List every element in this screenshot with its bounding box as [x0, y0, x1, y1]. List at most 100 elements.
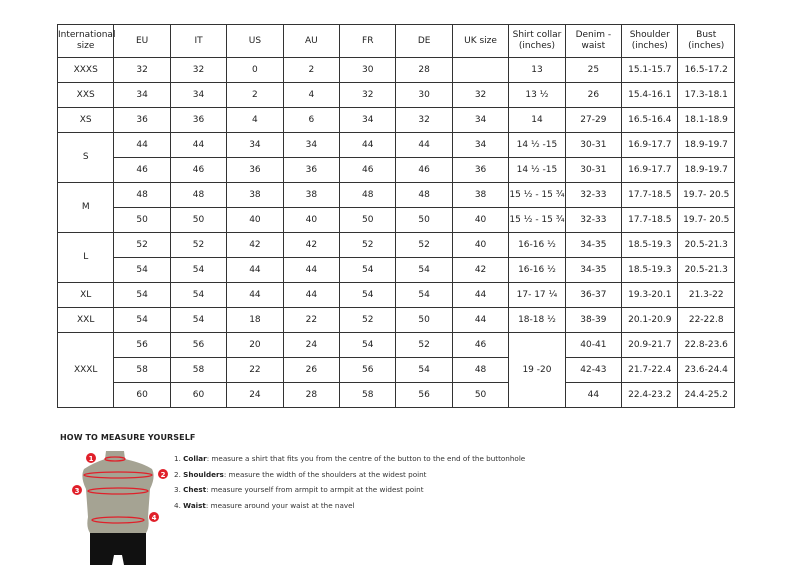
table-cell: 18.5-19.3 [621, 232, 679, 258]
table-cell: 36 [169, 107, 228, 133]
table-cell: 32 [395, 107, 453, 133]
table-cell: 16.9-17.7 [621, 157, 679, 183]
table-cell: 16.9-17.7 [621, 132, 679, 158]
table-cell: 58 [339, 382, 397, 408]
table-cell: 52 [395, 332, 453, 358]
table-cell: 50 [339, 207, 397, 233]
table-row: XXXS 32 32 0 2 30 28 13 25 15.1-15.7 16.5-17.2 [56, 57, 735, 83]
column-header: US [226, 24, 284, 58]
step-shoulders: 2. Shoulders: measure the width of the s… [174, 469, 427, 479]
table-cell: 60 [113, 382, 171, 408]
column-header: International size [56, 24, 115, 58]
table-cell: 58 [113, 357, 171, 383]
table-row: XXS 34 34 2 4 32 30 32 13 ½ 26 15.4-16.1 17.3-18.1 [56, 82, 735, 108]
table-cell: 13 [508, 57, 566, 83]
table-cell: 54 [339, 332, 397, 358]
table-row: 50 50 40 40 50 50 40 15 ½ - 15 ¾ 32-33 17.7-18.5 1… [58, 207, 735, 233]
table-cell: 38 [282, 182, 341, 208]
svg-text:2: 2 [161, 471, 166, 479]
table-cell: 44 [226, 282, 284, 308]
table-cell: 54 [113, 282, 171, 308]
table-cell: 46 [395, 157, 453, 183]
table-cell: 19.7- 20.5 [677, 182, 735, 208]
table-cell: 20.5-21.3 [677, 257, 735, 283]
size-cell: L [56, 232, 115, 283]
size-cell: XXS [56, 82, 115, 108]
table-row: XXL 54 54 18 22 52 50 44 18-18 ½ 38-39 20.1-20.9 22… [56, 307, 735, 333]
table-cell: 56 [395, 382, 453, 408]
table-row: 58 58 22 26 56 54 48 42-43 21.7-22.4 23.6-24.4 [58, 357, 735, 383]
table-cell: 46 [113, 157, 171, 183]
table-cell: 18 [226, 307, 284, 333]
table-cell: 30-31 [564, 132, 623, 158]
marker-2: 2 [158, 469, 168, 479]
size-cell: M [56, 182, 115, 233]
torso-shape [82, 451, 154, 533]
table-cell: 50 [395, 307, 453, 333]
measure-lines [83, 456, 153, 524]
size-cell: XXL [56, 307, 115, 333]
column-header: Shoulder (inches) [621, 24, 679, 58]
table-cell: 34-35 [564, 232, 623, 258]
table-cell: 50 [169, 207, 228, 233]
table-cell: 54 [169, 282, 228, 308]
table-cell: 56 [169, 332, 228, 358]
table-cell: 22-22.8 [677, 307, 735, 333]
table-cell: 36 [451, 157, 510, 183]
table-cell: 52 [339, 232, 397, 258]
marker-1: 1 [86, 453, 96, 463]
table-cell: 19.7- 20.5 [677, 207, 735, 233]
table-cell: 16-16 ½ [508, 232, 566, 258]
table-cell: 36 [282, 157, 341, 183]
table-cell: 48 [395, 182, 453, 208]
column-header: Shirt collar (inches) [508, 24, 566, 58]
column-header: UK size [451, 24, 510, 58]
size-cell: S [56, 132, 115, 183]
column-header: DE [395, 24, 453, 58]
table-cell: 24 [282, 332, 341, 358]
column-header: IT [169, 24, 228, 58]
table-cell: 38-39 [564, 307, 623, 333]
table-cell: 32 [339, 82, 397, 108]
column-header: Bust (inches) [677, 24, 735, 58]
table-cell: 44 [282, 282, 341, 308]
table-cell: 20 [226, 332, 284, 358]
table-cell: 54 [113, 257, 171, 283]
table-cell: 17.7-18.5 [621, 207, 679, 233]
table-cell: 32 [451, 82, 510, 108]
table-cell: 42 [451, 257, 510, 283]
table-cell: 15.1-15.7 [621, 57, 679, 83]
table-row: XL 54 54 44 44 54 54 44 17- 17 ¼ 36-37 19.3-20.1 21… [56, 282, 735, 308]
table-cell: 14 ½ -15 [508, 132, 566, 158]
table-cell: 42-43 [564, 357, 623, 383]
table-cell: 44 [395, 132, 453, 158]
table-row: S 44 44 34 34 44 44 34 14 ½ -15 30-31 16.9-17.7 18.… [56, 132, 735, 183]
table-cell: 40 [282, 207, 341, 233]
table-cell: 15 ½ - 15 ¾ [508, 207, 566, 233]
table-cell: 21.7-22.4 [621, 357, 679, 383]
svg-text:4: 4 [152, 514, 157, 522]
table-cell: 14 ½ -15 [508, 157, 566, 183]
guide-title: HOW TO MEASURE YOURSELF [60, 433, 196, 442]
table-cell: 48 [169, 182, 228, 208]
table-cell: 2 [282, 57, 341, 83]
table-cell: 34 [113, 82, 171, 108]
table-cell: 34 [169, 82, 228, 108]
table-row: 54 54 44 44 54 54 42 16-16 ½ 34-35 18.5-19.3 20.5-… [58, 257, 735, 283]
table-cell: 30 [339, 57, 397, 83]
table-cell: 34 [282, 132, 341, 158]
table-cell: 44 [169, 132, 228, 158]
table-cell: 40-41 [564, 332, 623, 358]
table-cell: 15.4-16.1 [621, 82, 679, 108]
table-cell: 54 [395, 257, 453, 283]
table-cell: 32-33 [564, 207, 623, 233]
marker-4: 4 [149, 512, 159, 522]
table-cell: 40 [451, 207, 510, 233]
table-cell: 16.5-17.2 [677, 57, 735, 83]
table-cell: 36-37 [564, 282, 623, 308]
table-cell: 22.8-23.6 [677, 332, 735, 358]
table-cell: 44 [339, 132, 397, 158]
header-row: International size EU IT US AU FR DE UK size Shi… [56, 24, 735, 58]
table-cell: 17- 17 ¼ [508, 282, 566, 308]
table-cell: 15 ½ - 15 ¾ [508, 182, 566, 208]
